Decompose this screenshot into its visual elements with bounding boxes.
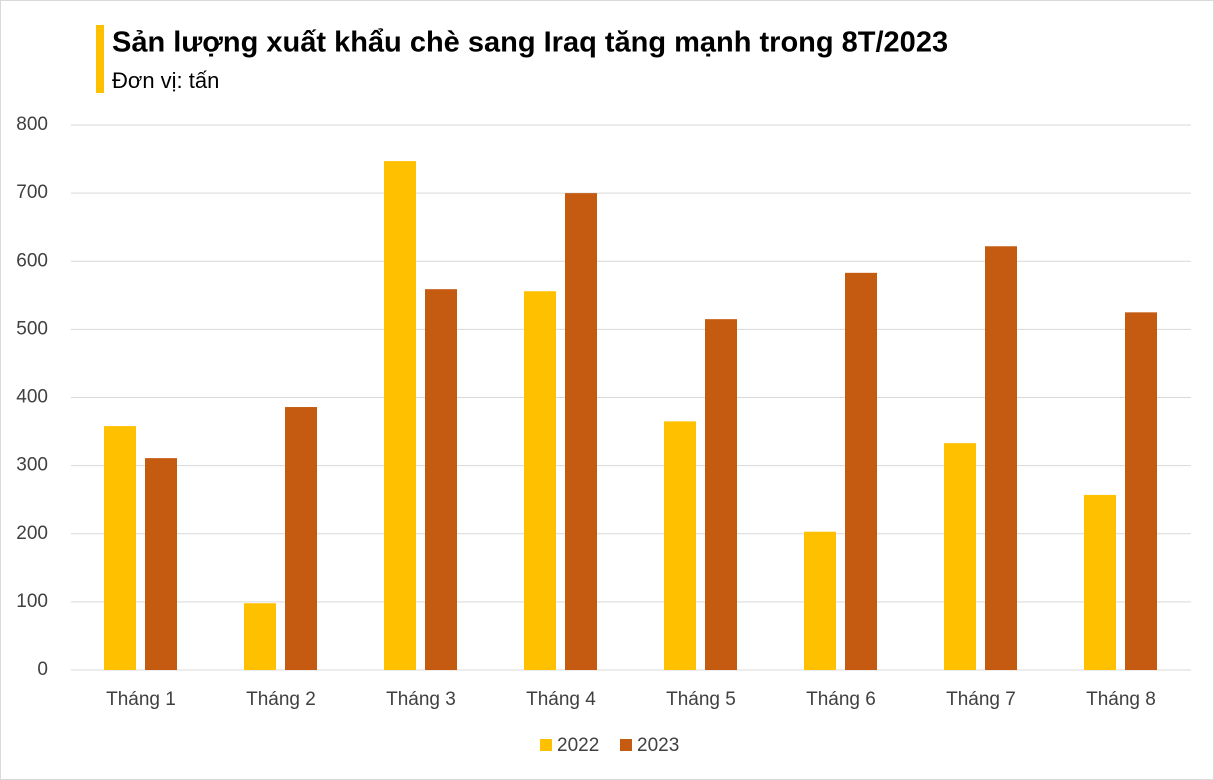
y-tick-label: 300 xyxy=(16,455,48,476)
y-tick-label: 200 xyxy=(16,523,48,544)
x-tick-label: Tháng 8 xyxy=(1086,689,1156,710)
legend-swatch xyxy=(540,739,552,751)
x-tick-label: Tháng 7 xyxy=(946,689,1016,710)
legend-label: 2023 xyxy=(637,735,679,756)
chart-subtitle: Đơn vị: tấn xyxy=(112,68,219,93)
x-tick-label: Tháng 3 xyxy=(386,689,456,710)
x-tick-label: Tháng 4 xyxy=(526,689,596,710)
bar xyxy=(565,193,597,670)
bar xyxy=(524,291,556,670)
y-tick-label: 100 xyxy=(16,591,48,612)
x-tick-label: Tháng 2 xyxy=(246,689,316,710)
bar xyxy=(425,289,457,670)
y-tick-label: 700 xyxy=(16,182,48,203)
legend-label: 2022 xyxy=(557,735,599,756)
bar xyxy=(985,246,1017,670)
y-tick-label: 500 xyxy=(16,318,48,339)
y-tick-label: 800 xyxy=(16,114,48,135)
bar xyxy=(384,161,416,670)
y-tick-label: 600 xyxy=(16,250,48,271)
title-accent xyxy=(96,25,104,93)
y-tick-label: 400 xyxy=(16,387,48,408)
bar xyxy=(944,443,976,670)
legend-swatch xyxy=(620,739,632,751)
y-tick-label: 0 xyxy=(37,659,48,680)
bar xyxy=(285,407,317,670)
bar xyxy=(104,426,136,670)
bar xyxy=(1125,312,1157,670)
x-tick-label: Tháng 5 xyxy=(666,689,736,710)
x-tick-label: Tháng 6 xyxy=(806,689,876,710)
bar xyxy=(145,458,177,670)
x-tick-label: Tháng 1 xyxy=(106,689,176,710)
chart-title: Sản lượng xuất khẩu chè sang Iraq tăng m… xyxy=(112,27,948,59)
bar xyxy=(845,272,877,670)
bar xyxy=(664,421,696,670)
bar xyxy=(804,531,836,670)
bar xyxy=(1084,494,1116,670)
bar xyxy=(244,603,276,670)
bar xyxy=(705,319,737,670)
